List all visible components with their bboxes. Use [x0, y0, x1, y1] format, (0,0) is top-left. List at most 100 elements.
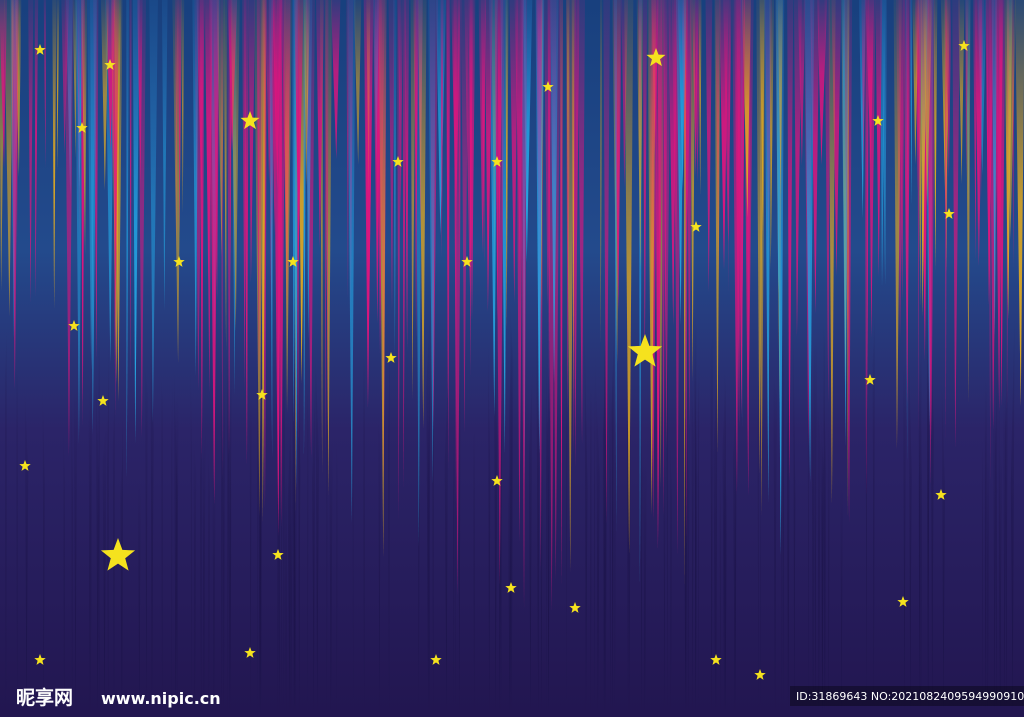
color-streak: [126, 0, 129, 481]
star: [76, 122, 88, 133]
color-streak: [566, 0, 575, 572]
star: [542, 81, 554, 92]
color-streak: [427, 0, 436, 485]
dark-streak: [297, 326, 301, 717]
dark-streak: [686, 431, 690, 717]
color-streak: [43, 0, 47, 169]
color-streak: [34, 0, 39, 298]
dark-streak: [63, 425, 66, 717]
dark-streak: [190, 350, 192, 717]
color-streak: [881, 0, 887, 286]
dark-streak: [787, 325, 789, 717]
color-streak: [303, 0, 311, 187]
color-streak: [316, 0, 325, 249]
color-streak: [991, 0, 997, 339]
dark-streak: [175, 393, 179, 717]
color-streak: [111, 0, 119, 319]
dark-streak: [226, 341, 230, 717]
star: [100, 538, 136, 571]
star: [34, 44, 46, 55]
color-streak: [132, 0, 140, 443]
color-streak: [875, 0, 883, 278]
site-url: www.nipic.cn: [101, 689, 221, 708]
color-streak: [393, 0, 397, 357]
color-streak: [294, 0, 304, 263]
dark-streak: [171, 359, 173, 717]
star: [864, 374, 876, 385]
color-streak: [514, 0, 524, 271]
color-streak: [654, 0, 663, 550]
dark-streak: [315, 346, 319, 717]
dark-streak: [793, 308, 796, 717]
dark-streak: [872, 300, 876, 717]
dark-streak: [589, 386, 592, 717]
color-streak: [61, 0, 70, 154]
dark-streak: [603, 315, 607, 717]
color-streak: [388, 0, 395, 312]
dark-streak: [378, 414, 381, 717]
color-streak: [28, 0, 34, 304]
dark-streak: [817, 391, 821, 717]
color-streak: [686, 0, 693, 429]
color-streak: [181, 0, 185, 214]
color-streak: [898, 0, 906, 301]
color-streak: [916, 0, 922, 193]
star: [690, 221, 702, 232]
dark-streak: [669, 426, 672, 717]
color-streak: [129, 0, 132, 378]
star: [287, 256, 299, 267]
color-streak: [440, 0, 444, 258]
dark-streak: [640, 385, 643, 717]
color-streak: [248, 0, 256, 283]
color-streak: [216, 0, 225, 257]
image-id: ID:31869643 NO:20210824095949909109: [796, 690, 1024, 703]
star: [710, 654, 722, 665]
color-streak: [469, 0, 473, 377]
dark-streak: [908, 343, 912, 717]
dark-streak: [609, 382, 612, 717]
color-streak: [56, 0, 60, 171]
color-streak: [178, 0, 182, 235]
dark-streak: [73, 387, 78, 717]
color-streak: [461, 0, 469, 433]
dark-streak: [594, 331, 596, 717]
dark-streak: [95, 371, 100, 717]
star: [754, 669, 766, 680]
color-streak: [903, 0, 911, 404]
dark-streak: [694, 302, 697, 717]
dark-streak: [388, 311, 390, 717]
dark-streak: [293, 309, 296, 717]
dark-streak: [612, 367, 614, 717]
color-streak: [64, 0, 74, 456]
dark-streak: [161, 375, 164, 717]
color-streak: [817, 0, 828, 165]
color-streak: [614, 0, 618, 532]
color-streak: [975, 0, 983, 232]
dark-streak: [827, 424, 830, 717]
dark-streak: [1010, 302, 1015, 717]
color-streak: [952, 0, 961, 448]
dark-streak: [547, 412, 549, 717]
star: [68, 320, 80, 331]
color-streak: [199, 0, 205, 460]
star: [430, 654, 442, 665]
star: [244, 647, 256, 658]
color-streak: [52, 0, 57, 309]
color-streak: [242, 0, 247, 392]
dark-streak: [986, 441, 990, 717]
color-streak: [397, 0, 401, 520]
color-streak: [0, 0, 7, 169]
color-streak: [933, 0, 938, 271]
dark-streak: [207, 440, 210, 717]
color-streak: [559, 0, 564, 585]
star: [872, 115, 884, 126]
dark-streak: [453, 402, 455, 717]
color-streak: [683, 0, 687, 589]
color-streak: [764, 0, 771, 503]
color-streak: [769, 0, 774, 269]
color-streak: [972, 0, 977, 261]
dark-streak: [121, 380, 124, 717]
dark-streak: [941, 370, 946, 717]
dark-streak: [628, 354, 631, 717]
color-streak: [944, 0, 947, 438]
